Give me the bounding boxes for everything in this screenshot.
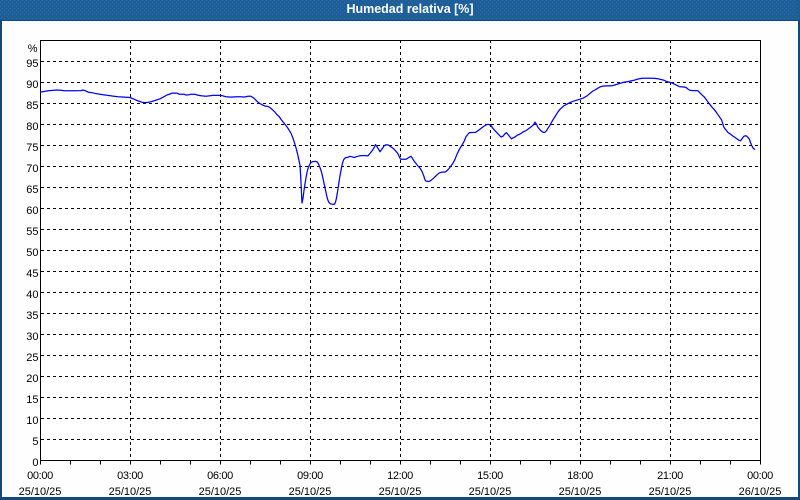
svg-text:50: 50 [26, 247, 38, 259]
svg-text:15:00: 15:00 [477, 470, 503, 482]
svg-text:25/10/25: 25/10/25 [559, 486, 602, 496]
svg-text:70: 70 [26, 163, 38, 175]
svg-text:5: 5 [32, 436, 38, 448]
svg-text:25/10/25: 25/10/25 [469, 486, 512, 496]
svg-text:45: 45 [26, 268, 38, 280]
svg-text:80: 80 [26, 121, 38, 133]
svg-text:40: 40 [26, 289, 38, 301]
svg-text:95: 95 [26, 58, 38, 70]
svg-text:75: 75 [26, 142, 38, 154]
svg-text:03:00: 03:00 [117, 470, 143, 482]
svg-text:25/10/25: 25/10/25 [199, 486, 242, 496]
svg-text:00:00: 00:00 [747, 470, 773, 482]
svg-text:26/10/25: 26/10/25 [739, 486, 782, 496]
svg-text:00:00: 00:00 [27, 470, 53, 482]
svg-text:12:00: 12:00 [387, 470, 413, 482]
svg-text:90: 90 [26, 79, 38, 91]
svg-text:%: % [28, 43, 38, 55]
svg-text:60: 60 [26, 205, 38, 217]
svg-text:55: 55 [26, 226, 38, 238]
svg-text:18:00: 18:00 [567, 470, 593, 482]
svg-text:85: 85 [26, 100, 38, 112]
svg-text:21:00: 21:00 [657, 470, 683, 482]
svg-text:0: 0 [32, 457, 38, 469]
svg-text:06:00: 06:00 [207, 470, 233, 482]
svg-text:10: 10 [26, 415, 38, 427]
svg-text:25/10/25: 25/10/25 [649, 486, 692, 496]
svg-text:20: 20 [26, 373, 38, 385]
svg-text:25/10/25: 25/10/25 [379, 486, 422, 496]
svg-text:30: 30 [26, 331, 38, 343]
svg-text:25/10/25: 25/10/25 [109, 486, 152, 496]
svg-text:65: 65 [26, 184, 38, 196]
svg-text:25/10/25: 25/10/25 [19, 486, 62, 496]
svg-text:15: 15 [26, 394, 38, 406]
svg-text:35: 35 [26, 310, 38, 322]
svg-text:25: 25 [26, 352, 38, 364]
svg-text:09:00: 09:00 [297, 470, 323, 482]
svg-text:25/10/25: 25/10/25 [289, 486, 332, 496]
